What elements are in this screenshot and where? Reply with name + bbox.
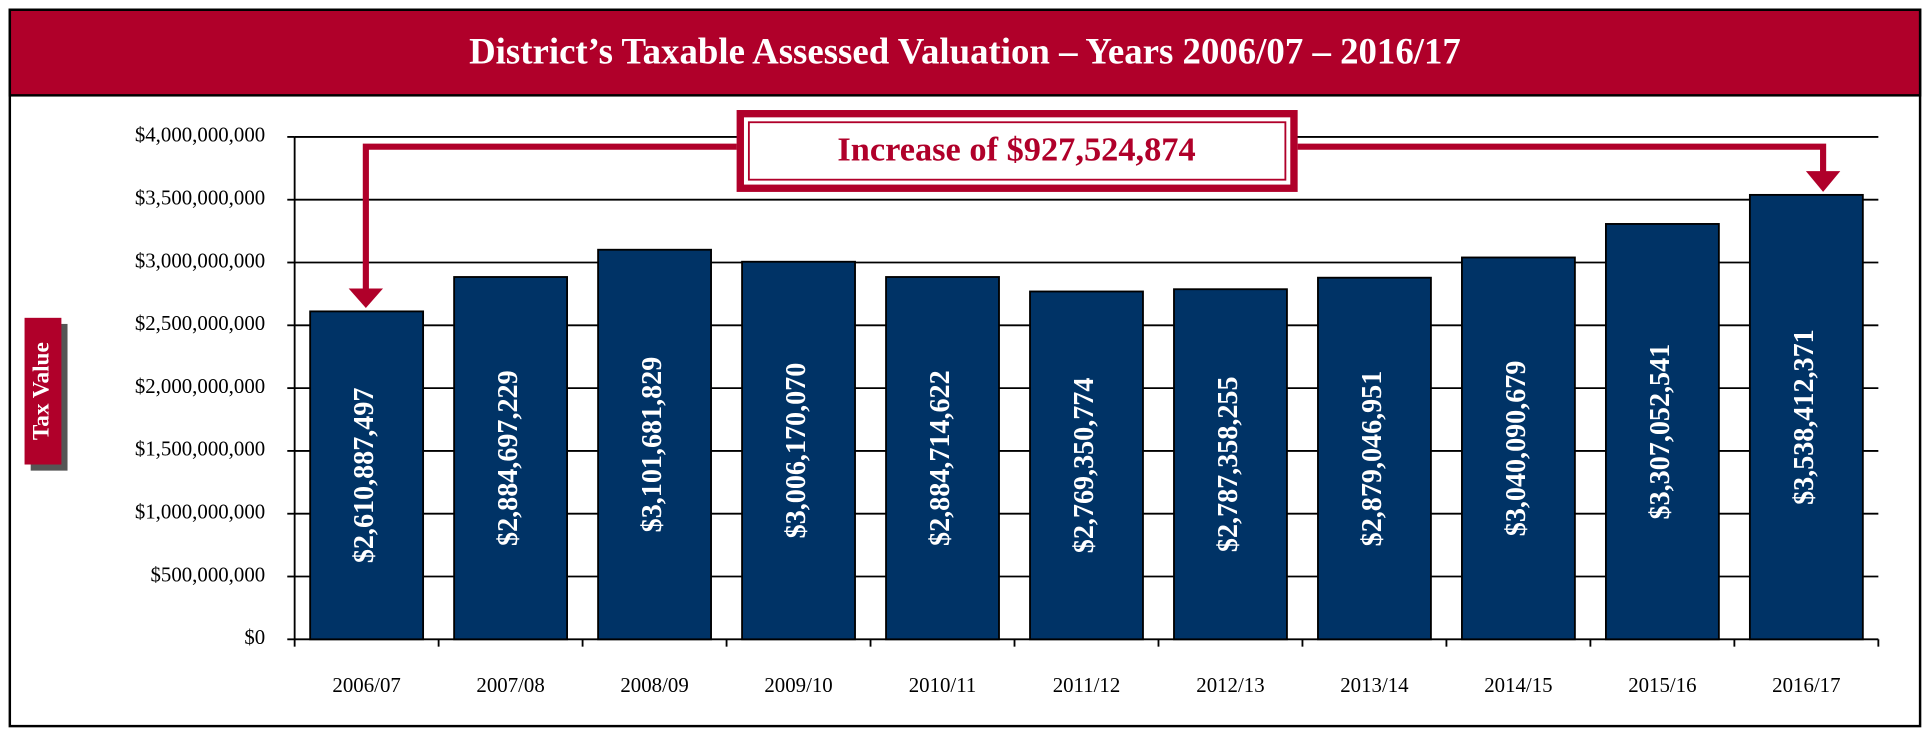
bar-value-label: $3,538,412,371 — [1789, 329, 1820, 505]
bar — [1029, 290, 1144, 641]
y-tick-label: $3,500,000,000 — [135, 186, 265, 210]
bar — [1748, 193, 1864, 641]
arrow-line — [362, 143, 737, 294]
bar-value-label: $2,879,046,951 — [1357, 371, 1388, 547]
bar-value-label: $3,040,090,679 — [1501, 361, 1532, 537]
y-tick-label: $4,000,000,000 — [135, 123, 265, 147]
arrow-head — [1805, 171, 1841, 192]
y-tick-label: $2,000,000,000 — [135, 374, 265, 398]
y-label-box — [24, 317, 62, 465]
bar-value-label: $2,787,358,255 — [1213, 376, 1244, 552]
y-tick-label: $2,500,000,000 — [135, 311, 265, 335]
bar-value-label: $2,769,350,774 — [1069, 378, 1100, 554]
bar-value-label: $3,101,681,829 — [637, 357, 668, 533]
x-tick-label: 2011/12 — [1053, 673, 1121, 697]
annotation-inner — [743, 117, 1291, 185]
arrow-head — [348, 288, 384, 309]
bar — [1317, 276, 1432, 641]
annotation-inner-border — [747, 121, 1287, 181]
y-tick-label: $3,000,000,000 — [135, 248, 265, 272]
x-tick-label: 2008/09 — [620, 673, 688, 697]
bar — [885, 276, 1000, 641]
y-tick-label: $500,000,000 — [150, 562, 265, 586]
bar — [1604, 223, 1720, 641]
x-tick-label: 2012/13 — [1196, 673, 1264, 697]
x-tick-label: 2009/10 — [764, 673, 832, 697]
x-tick-label: 2010/11 — [909, 673, 977, 697]
x-tick-label: 2015/16 — [1628, 673, 1696, 697]
bar-value-label: $3,006,170,070 — [781, 363, 812, 539]
bar — [741, 260, 856, 641]
annotation-text: Increase of $927,524,874 — [837, 131, 1195, 169]
plot: $0 $500,000,000 $1,000,000,000 $1,500,000,0… — [135, 123, 1880, 697]
x-tick-label: 2007/08 — [476, 673, 544, 697]
y-tick-label: $1,000,000,000 — [135, 500, 265, 524]
bar-value-label: $2,884,714,622 — [925, 370, 956, 546]
arrow-line — [1297, 143, 1827, 175]
y-tick-label: $1,500,000,000 — [135, 437, 265, 461]
bar — [1173, 288, 1288, 641]
annotation: Increase of $927,524,874 — [348, 110, 1841, 309]
bar-value-label: $2,884,697,229 — [493, 370, 524, 546]
y-axis-label: Tax Value — [28, 342, 54, 440]
chart-title: District’s Taxable Assessed Valuation – … — [469, 30, 1461, 71]
x-tick-label: 2014/15 — [1484, 673, 1552, 697]
y-tick-label: $0 — [244, 625, 265, 649]
bar — [309, 310, 425, 641]
bar — [1461, 256, 1576, 641]
header — [8, 8, 1922, 97]
bar-value-label: $3,307,052,541 — [1645, 344, 1676, 520]
x-tick-label: 2013/14 — [1340, 673, 1409, 697]
bar — [453, 276, 568, 641]
bar-value-label: $2,610,887,497 — [349, 388, 380, 564]
x-tick-label: 2006/07 — [332, 673, 400, 697]
bar — [597, 248, 712, 641]
x-tick-label: 2016/17 — [1772, 673, 1840, 697]
